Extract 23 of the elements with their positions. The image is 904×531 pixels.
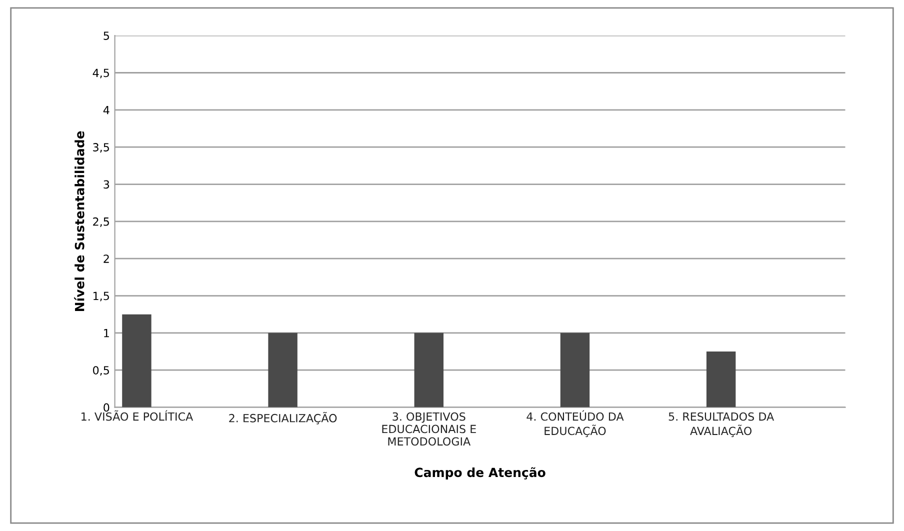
y-tick-label: 4,5 (92, 68, 109, 78)
x-tick-label: 2. ESPECIALIZAÇÃO (229, 412, 337, 424)
bar (122, 314, 152, 408)
y-tick-label: 2,5 (93, 217, 109, 227)
y-tick-label: 5 (104, 32, 109, 40)
y-axis-title: Nível de Sustentabilidade (74, 131, 84, 312)
bar (414, 332, 444, 408)
bar (268, 332, 298, 408)
y-tick-label: 0,5 (93, 366, 109, 376)
y-tick-label: 3,5 (93, 143, 109, 153)
bar (706, 352, 736, 408)
x-tick-label: 4. CONTEÚDO DA EDUCAÇÃO (526, 410, 624, 438)
x-tick-label: 5. RESULTADOS DA AVALIAÇÃO (668, 412, 774, 438)
y-tick-label: 4 (103, 106, 110, 114)
x-axis-title: Campo de Atenção (414, 467, 546, 480)
y-tick-label: 1 (104, 329, 109, 338)
y-tick-label: 2 (104, 254, 109, 263)
y-tick-label: 0 (104, 403, 110, 412)
x-tick-label: 1. VISÃO E POLÍTICA (82, 410, 194, 421)
bar (560, 332, 590, 408)
y-tick-label: 3 (104, 180, 110, 189)
x-tick-label: 3. OBJETIVOS EDUCACIONAIS E METODOLOGIA (382, 412, 476, 446)
y-tick-label: 1,5 (93, 292, 109, 302)
